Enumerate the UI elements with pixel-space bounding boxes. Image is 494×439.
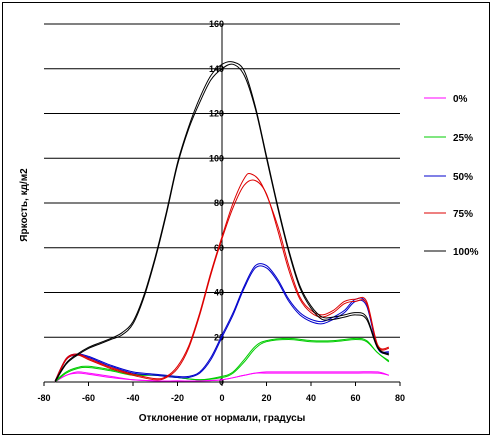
y-axis-label: Яркость, кд/м2 — [19, 168, 30, 242]
series-line — [54, 63, 390, 383]
x-axis-label: Отклонение от нормали, градусы — [139, 413, 306, 424]
x-tick-label: -40 — [126, 393, 139, 403]
x-tick-label: 20 — [261, 393, 271, 403]
y-tick-label: 100 — [209, 153, 224, 163]
series-line — [54, 61, 390, 382]
x-tick-label: 40 — [306, 393, 316, 403]
legend-label: 100% — [453, 247, 479, 258]
legend-label: 50% — [453, 172, 473, 183]
chart-frame — [2, 2, 490, 435]
x-tick-label: -60 — [82, 393, 95, 403]
x-tick-label: 0 — [219, 393, 224, 403]
series-line — [54, 338, 390, 383]
series-line — [54, 172, 390, 382]
y-tick-label: 160 — [209, 19, 224, 29]
x-tick-label: -80 — [37, 393, 50, 403]
legend-label: 0% — [453, 94, 468, 105]
y-tick-label: 20 — [214, 332, 224, 342]
legend-label: 25% — [453, 133, 473, 144]
series-curves — [54, 61, 390, 383]
series-line — [54, 263, 390, 382]
series-line — [54, 371, 390, 382]
y-tick-label: 120 — [209, 109, 224, 119]
legend: 0% 25% 50% 75% 100% — [424, 94, 479, 258]
legend-label: 75% — [453, 209, 473, 220]
series-line — [54, 179, 389, 383]
x-tick-label: 60 — [350, 393, 360, 403]
y-tick-label: 40 — [214, 288, 224, 298]
x-tick-label: 80 — [395, 393, 405, 403]
series-line — [54, 337, 390, 382]
axes — [43, 24, 401, 386]
y-tick-label: 80 — [214, 198, 224, 208]
x-tick-label: -20 — [171, 393, 184, 403]
y-tick-label: 0 — [219, 377, 224, 387]
